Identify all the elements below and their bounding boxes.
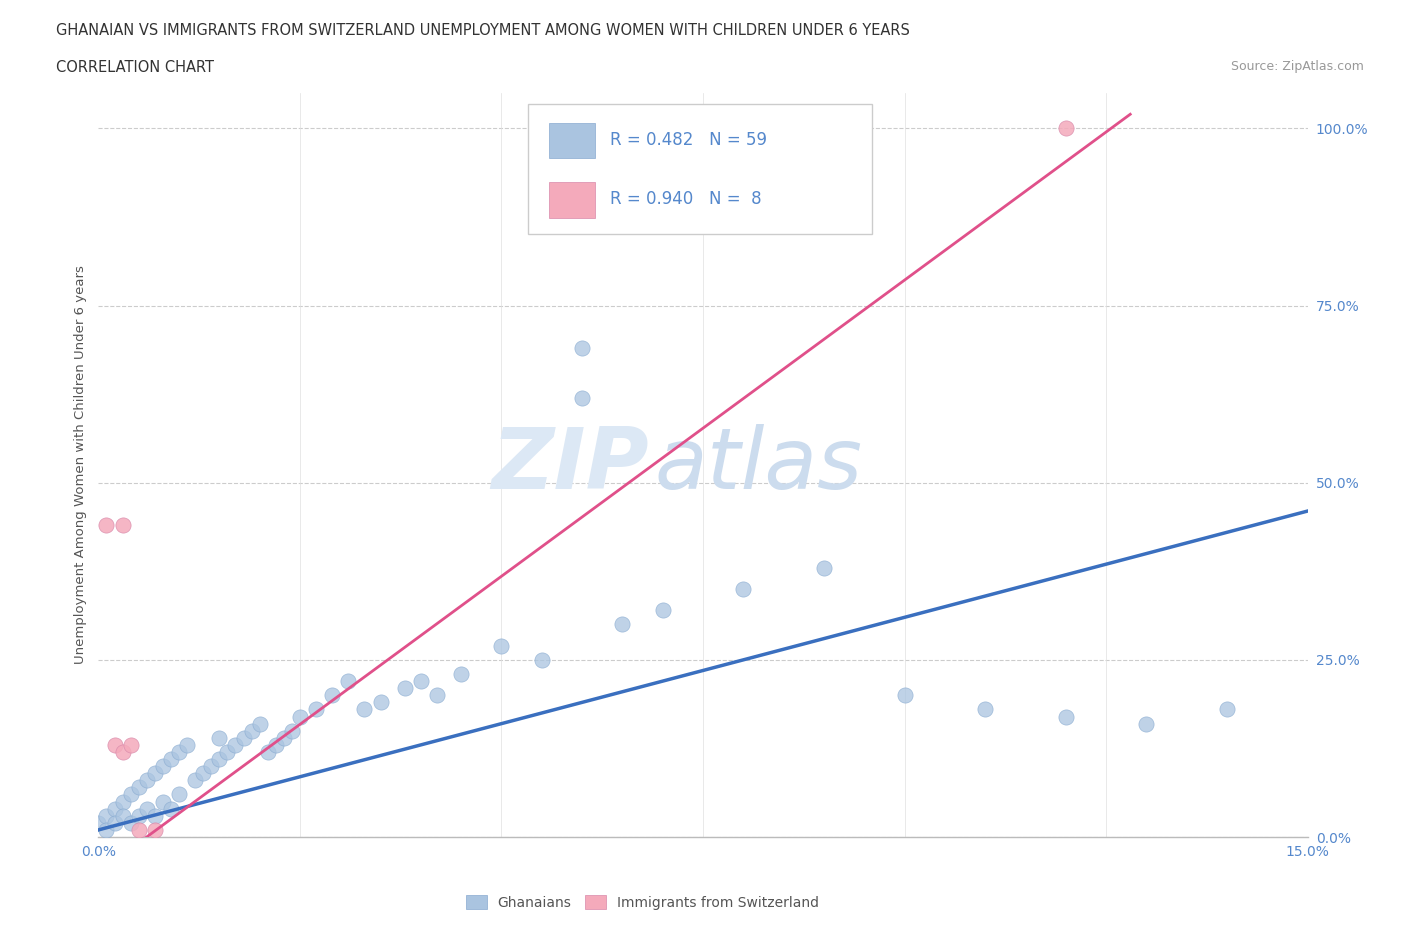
Point (103, 737, 125, 752)
Point (651, 603, 673, 618)
Text: R = 0.482   N = 59: R = 0.482 N = 59 (610, 131, 766, 149)
Point (249, 716, 271, 731)
Point (974, 702, 997, 717)
Point (240, 724, 263, 738)
Point (111, 745, 134, 760)
Point (208, 751, 231, 766)
Point (120, 737, 142, 752)
Point (224, 737, 246, 752)
Text: Source: ZipAtlas.com: Source: ZipAtlas.com (1230, 60, 1364, 73)
Point (143, 808, 166, 823)
Point (160, 751, 183, 766)
Point (120, 787, 142, 802)
Point (111, 794, 134, 809)
Bar (550, 182, 595, 218)
Point (111, 518, 134, 533)
Point (264, 737, 287, 752)
Point (160, 802, 183, 817)
Point (143, 822, 166, 837)
Point (200, 759, 222, 774)
Point (96, 822, 118, 837)
Text: ZIP: ZIP (491, 423, 648, 507)
Point (256, 745, 278, 760)
FancyBboxPatch shape (527, 104, 872, 234)
Point (1135, 716, 1157, 731)
Point (305, 702, 328, 717)
Point (232, 730, 254, 745)
Point (1216, 702, 1239, 717)
Point (1054, 709, 1077, 724)
Point (571, 391, 593, 405)
Text: GHANAIAN VS IMMIGRANTS FROM SWITZERLAND UNEMPLOYMENT AMONG WOMEN WITH CHILDREN U: GHANAIAN VS IMMIGRANTS FROM SWITZERLAND … (56, 23, 910, 38)
Point (184, 773, 207, 788)
Legend: Ghanaians, Immigrants from Switzerland: Ghanaians, Immigrants from Switzerland (460, 890, 825, 916)
Point (733, 581, 755, 596)
Y-axis label: Unemployment Among Women with Children Under 6 years: Unemployment Among Women with Children U… (75, 266, 87, 664)
Point (103, 802, 125, 817)
Point (167, 745, 190, 760)
Point (571, 340, 593, 355)
Point (426, 688, 449, 703)
Point (96, 518, 118, 533)
Point (128, 780, 150, 795)
Point (394, 681, 416, 696)
Point (176, 737, 198, 752)
Point (111, 808, 134, 823)
Point (370, 695, 392, 710)
Point (167, 787, 190, 802)
Point (288, 709, 311, 724)
Point (281, 724, 304, 738)
Point (217, 745, 239, 760)
Point (120, 816, 142, 830)
Point (1054, 121, 1077, 136)
Text: atlas: atlas (655, 423, 863, 507)
Bar (550, 123, 595, 158)
Point (353, 702, 375, 717)
Point (193, 765, 215, 780)
Point (813, 560, 835, 575)
Point (337, 673, 360, 688)
Point (128, 822, 150, 837)
Point (208, 730, 231, 745)
Point (96, 808, 118, 823)
Point (152, 759, 174, 774)
Point (321, 688, 343, 703)
Point (409, 673, 432, 688)
Point (135, 802, 157, 817)
Point (491, 638, 513, 653)
Point (273, 730, 295, 745)
Point (152, 794, 174, 809)
Point (143, 765, 166, 780)
Text: CORRELATION CHART: CORRELATION CHART (56, 60, 214, 75)
Point (103, 816, 125, 830)
Point (450, 667, 472, 682)
Point (612, 617, 634, 631)
Point (87, 816, 110, 830)
Point (893, 688, 915, 703)
Point (128, 808, 150, 823)
Point (135, 773, 157, 788)
Text: R = 0.940   N =  8: R = 0.940 N = 8 (610, 191, 762, 208)
Point (530, 653, 553, 668)
